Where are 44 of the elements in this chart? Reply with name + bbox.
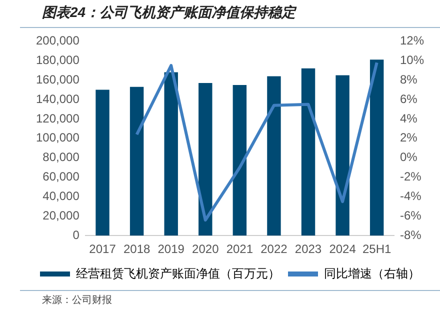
bar	[232, 84, 247, 236]
y-tick-label: 40,000	[42, 189, 80, 204]
x-tick-label: 2018	[123, 242, 150, 256]
y2-tick-label: -4%	[400, 189, 422, 204]
y-tick-label: 160,000	[36, 72, 80, 86]
x-tick-label: 25H1	[362, 242, 392, 256]
x-tick-label: 2023	[294, 242, 322, 256]
y-tick-label: 80,000	[42, 150, 80, 164]
y-tick-label: 20,000	[42, 208, 80, 222]
y-tick-label: 100,000	[36, 130, 80, 145]
y-tick-label: 200,000	[36, 34, 80, 48]
bar	[164, 72, 178, 236]
y-tick-label: 60,000	[42, 170, 80, 184]
y-tick-label: 0	[72, 228, 80, 242]
bar	[336, 75, 350, 236]
y2-tick-label: 8%	[400, 72, 418, 86]
bar	[370, 60, 384, 236]
bar	[301, 68, 316, 236]
y-tick-label: 120,000	[36, 111, 80, 126]
y2-tick-label: -2%	[400, 170, 422, 184]
bar	[198, 82, 212, 236]
y2-tick-label: 4%	[400, 111, 418, 126]
x-tick-label: 2020	[192, 242, 220, 256]
y2-tick-label: -8%	[400, 228, 422, 242]
x-tick-label: 2019	[158, 242, 185, 256]
bar	[130, 86, 144, 236]
chart-title: 图表24：公司飞机资产账面净值保持稳定	[20, 0, 440, 28]
x-tick-label: 2022	[260, 242, 288, 256]
y2-tick-label: 2%	[400, 130, 418, 145]
x-tick-label: 2021	[226, 242, 254, 256]
bar	[267, 76, 281, 236]
bar	[96, 90, 110, 236]
y-tick-label: 180,000	[36, 52, 80, 67]
legend-label: 经营租赁飞机资产账面净值（百万元）	[76, 266, 280, 280]
legend-label: 同比增速（右轴）	[324, 266, 420, 280]
y2-tick-label: 6%	[400, 92, 418, 106]
y2-tick-label: 10%	[400, 52, 424, 67]
y2-tick-label: 12%	[400, 34, 424, 48]
y2-tick-label: 0%	[400, 150, 418, 164]
x-tick-label: 2017	[89, 242, 116, 256]
y2-tick-label: -6%	[400, 208, 422, 222]
y-tick-label: 140,000	[36, 92, 80, 106]
x-tick-label: 2024	[329, 242, 356, 256]
source-note: 来源：公司财报	[20, 290, 440, 307]
